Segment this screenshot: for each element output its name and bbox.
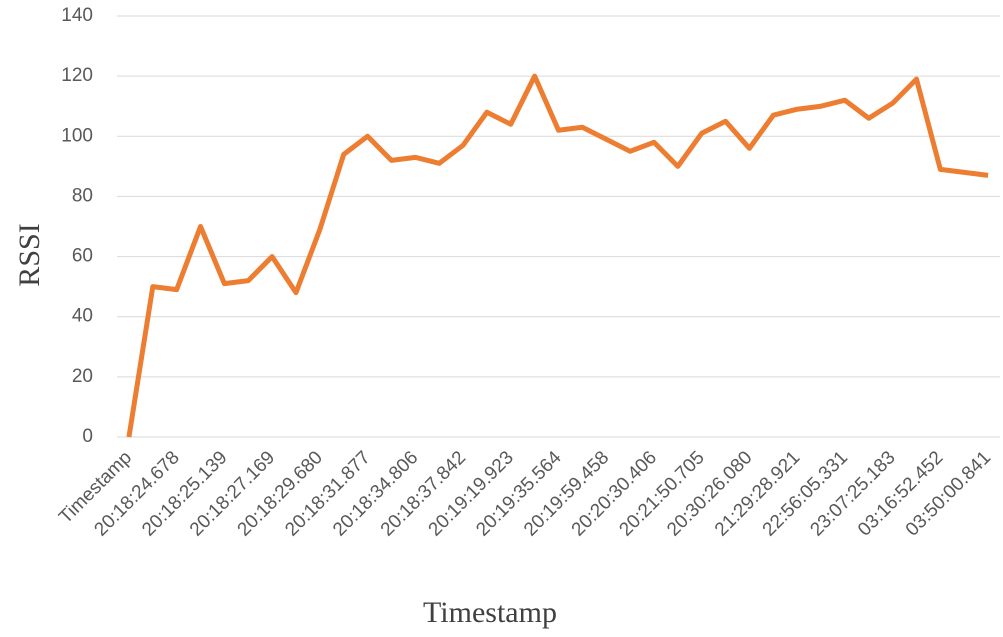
y-tick-label: 0 [82,426,93,447]
y-tick-label: 120 [61,65,93,86]
y-tick-label: 20 [72,366,93,387]
data-line [126,73,989,438]
y-tick-label: 100 [61,125,93,146]
y-tick-label: 80 [72,185,93,206]
x-axis-title: Timestamp [423,596,557,629]
y-tick-label: 40 [72,306,93,327]
y-tick-label: 140 [61,5,93,26]
y-axis-title: RSSI [13,223,46,286]
y-tick-label: 60 [72,246,93,267]
x-tick-label: 03:50:00.841 [902,447,995,540]
